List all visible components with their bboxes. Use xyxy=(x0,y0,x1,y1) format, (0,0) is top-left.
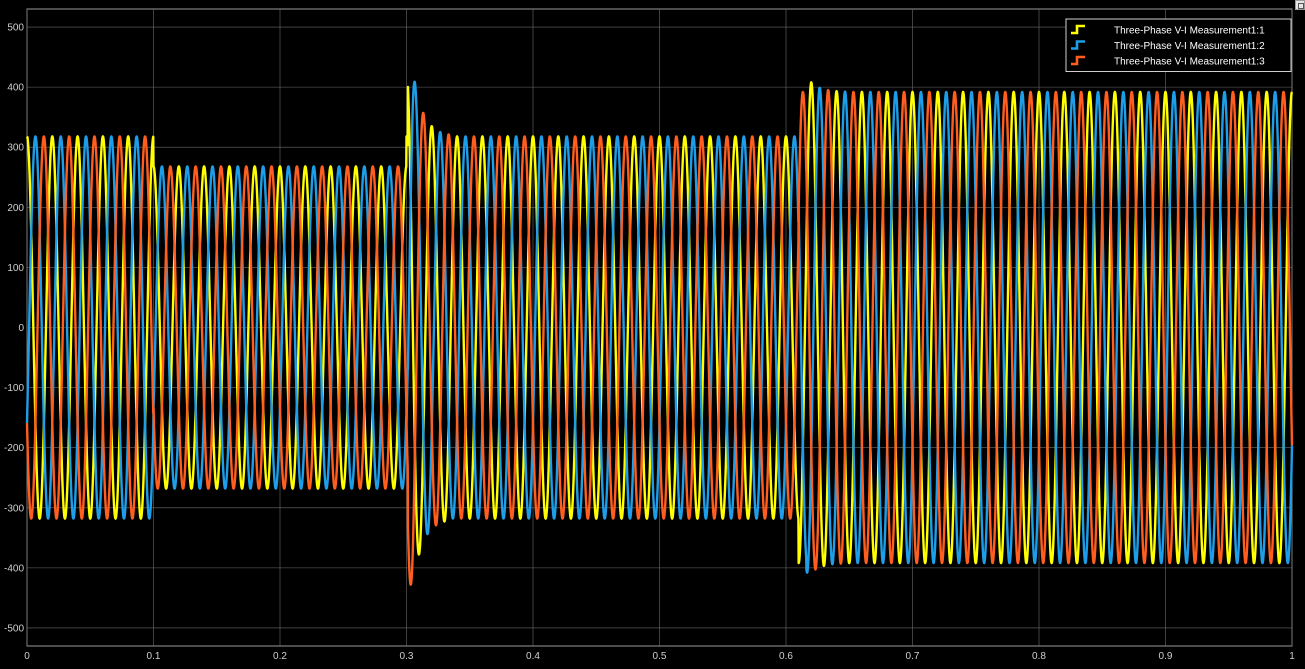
legend-label-1: Three-Phase V-I Measurement1:1 xyxy=(1114,26,1265,37)
x-tick-label: 0.2 xyxy=(273,651,287,662)
y-tick-label: -400 xyxy=(4,563,24,574)
x-tick-label: 0.1 xyxy=(147,651,161,662)
x-tick-label: 0 xyxy=(24,651,30,662)
legend-box xyxy=(1065,18,1292,72)
x-tick-label: 0.5 xyxy=(653,651,667,662)
y-tick-label: -300 xyxy=(4,503,24,514)
legend-swatch-1 xyxy=(1071,24,1085,35)
x-tick-label: 0.6 xyxy=(779,651,793,662)
signal-traces xyxy=(25,80,1294,586)
y-tick-label: 500 xyxy=(7,23,24,34)
legend[interactable]: Three-Phase V-I Measurement1:1 Three-Phas… xyxy=(1065,18,1292,72)
y-tick-label: 200 xyxy=(7,203,24,214)
legend-label-2: Three-Phase V-I Measurement1:2 xyxy=(1114,41,1265,52)
x-tick-label: 0.9 xyxy=(1159,651,1173,662)
x-tick-label: 0.7 xyxy=(906,651,920,662)
x-tick-label: 0.8 xyxy=(1032,651,1046,662)
y-tick-label: 0 xyxy=(18,323,24,334)
y-tick-label: 400 xyxy=(7,83,24,94)
x-tick-label: 0.4 xyxy=(526,651,540,662)
y-tick-label: 100 xyxy=(7,263,24,274)
grid-lines xyxy=(26,9,1293,646)
legend-swatch-2 xyxy=(1071,40,1085,50)
x-tick-label: 0.3 xyxy=(400,651,414,662)
legend-swatch-3 xyxy=(1071,55,1085,66)
undock-icon[interactable] xyxy=(1295,0,1305,10)
y-tick-label: -200 xyxy=(4,443,24,454)
axis-tick-labels: 0 0.1 0.2 0.3 0.4 0.5 0.6 0.7 0.8 0.9 1 -500 -400 -30… xyxy=(4,23,1295,662)
x-tick-label: 1 xyxy=(1289,651,1295,662)
y-tick-label: -500 xyxy=(4,623,24,634)
y-tick-label: 300 xyxy=(7,143,24,154)
legend-label-3: Three-Phase V-I Measurement1:3 xyxy=(1114,57,1265,68)
y-tick-label: -100 xyxy=(4,383,24,394)
signal-trace-3 xyxy=(25,88,1294,586)
